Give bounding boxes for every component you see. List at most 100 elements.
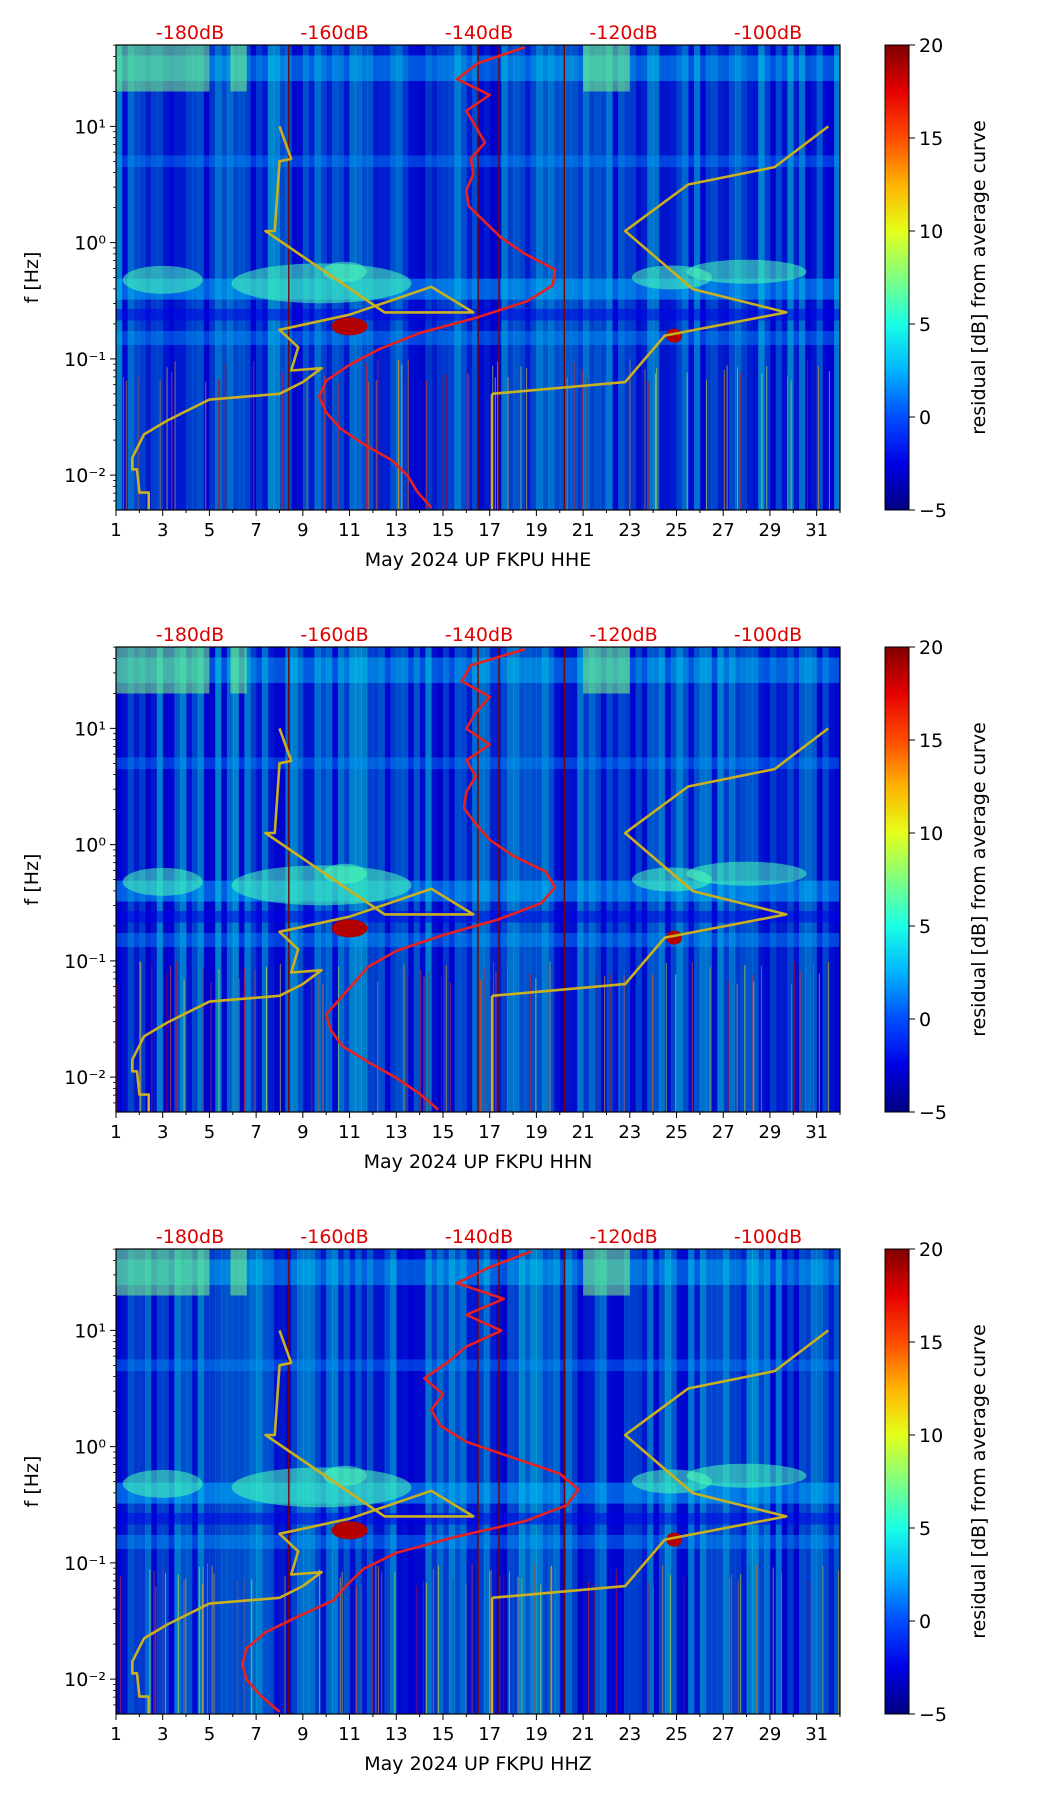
x-tick-label: 15: [432, 1724, 455, 1745]
heatmap-column: [483, 1249, 491, 1714]
x-tick-label: 13: [385, 520, 408, 541]
heatmap-column: [583, 45, 590, 510]
heatmap-column: [606, 647, 613, 1112]
top-db-tick-label: -160dB: [300, 624, 368, 646]
heatmap-column: [542, 1249, 549, 1714]
x-tick-label: 7: [250, 520, 261, 541]
heatmap-column: [513, 45, 520, 510]
top-db-tick-label: -180dB: [156, 1226, 224, 1248]
low-noise-model-line: [131, 125, 475, 510]
heatmap-column: [226, 45, 234, 510]
heatmap-column: [472, 647, 479, 1112]
heatmap-column: [600, 647, 607, 1112]
y-axis-label: f [Hz]: [21, 252, 43, 304]
heatmap-column: [472, 1249, 479, 1714]
heatmap-column: [577, 45, 584, 510]
y-axis-label: f [Hz]: [21, 1456, 43, 1508]
heatmap-column: [612, 1249, 619, 1714]
heatmap-column: [215, 45, 222, 510]
heatmap-column: [804, 45, 812, 510]
x-tick-label: 3: [157, 1122, 168, 1143]
colorbar-tick-label: 0: [919, 1611, 931, 1633]
y-tick-label: 10¹: [74, 718, 106, 740]
heatmap-column: [209, 1249, 216, 1714]
y-tick-label: 10⁻¹: [64, 349, 106, 371]
x-tick-label: 5: [204, 1724, 215, 1745]
heatmap-column: [466, 647, 473, 1112]
heatmap-column: [407, 647, 415, 1112]
heatmap-column: [571, 647, 578, 1112]
y-tick-label: 10⁻²: [64, 465, 106, 487]
heatmap-column: [542, 45, 549, 510]
heatmap-column: [816, 647, 823, 1112]
x-tick-label: 5: [204, 1122, 215, 1143]
x-axis-label: May 2024 UP FKPU HHZ: [364, 1753, 592, 1775]
heatmap-column: [623, 1249, 631, 1714]
heatmap-column: [203, 647, 210, 1112]
heatmap-column: [588, 1249, 596, 1714]
heatmap-hotspot: [122, 1469, 203, 1498]
heatmap-column: [594, 647, 602, 1112]
y-tick-label: 10⁻²: [64, 1669, 106, 1691]
heatmap-column: [454, 1249, 461, 1714]
heatmap-column: [425, 45, 432, 510]
heatmap-column: [454, 45, 461, 510]
heatmap-hotspot: [583, 647, 630, 694]
x-tick-label: 29: [758, 1122, 781, 1143]
heatmap-column: [472, 45, 479, 510]
heatmap-column: [221, 1249, 228, 1714]
heatmap-column: [536, 1249, 543, 1714]
heatmap: [116, 1249, 840, 1714]
top-db-tick-label: -180dB: [156, 22, 224, 44]
heatmap-column: [822, 647, 829, 1112]
low-noise-model-line: [131, 727, 475, 1112]
colorbar-tick-label: 15: [919, 128, 943, 150]
heatmap-column: [600, 1249, 607, 1714]
heatmap-column: [618, 1249, 625, 1714]
heatmap-hotspot: [583, 1249, 630, 1296]
low-noise-model-line: [131, 1329, 475, 1714]
heatmap-column: [478, 45, 485, 510]
heatmap-column: [553, 647, 561, 1112]
heatmap-column: [594, 45, 602, 510]
heatmap-column: [501, 1249, 508, 1714]
top-db-tick-label: -160dB: [300, 1226, 368, 1248]
top-db-tick-label: -160dB: [300, 22, 368, 44]
heatmap-column: [501, 45, 508, 510]
y-tick-label: 10¹: [74, 116, 106, 138]
heatmap-column: [553, 45, 561, 510]
heatmap-column: [518, 647, 526, 1112]
high-noise-model-line: [491, 1329, 830, 1600]
heatmap-column: [431, 1249, 438, 1714]
x-tick-label: 21: [572, 520, 595, 541]
heatmap-column: [536, 45, 543, 510]
heatmap-column: [583, 647, 590, 1112]
heatmap-column: [822, 45, 829, 510]
heatmap-column: [425, 1249, 432, 1714]
colorbar-tick-label: 0: [919, 407, 931, 429]
heatmap-peak: [331, 317, 368, 336]
colorbar-label: residual [dB] from average curve: [968, 1324, 990, 1639]
heatmap-column: [822, 1249, 829, 1714]
x-tick-label: 29: [758, 520, 781, 541]
heatmap-column: [209, 647, 216, 1112]
x-tick-label: 1: [110, 1724, 121, 1745]
top-db-tick-label: -100dB: [734, 22, 802, 44]
y-tick-label: 10⁻²: [64, 1067, 106, 1089]
heatmap-column: [810, 647, 818, 1112]
heatmap-column: [612, 647, 619, 1112]
x-tick-label: 17: [478, 1724, 501, 1745]
heatmap-column: [507, 1249, 514, 1714]
colorbar-tick-label: −5: [919, 500, 947, 522]
colorbar-tick-label: 5: [919, 916, 931, 938]
heatmap-column: [209, 45, 216, 510]
heatmap-column: [577, 647, 584, 1112]
top-db-tick-label: -140dB: [445, 624, 513, 646]
heatmap-column: [513, 647, 520, 1112]
x-tick-label: 27: [712, 1122, 735, 1143]
heatmap-column: [221, 647, 228, 1112]
heatmap-column: [828, 1249, 835, 1714]
x-tick-label: 21: [572, 1122, 595, 1143]
y-tick-label: 10⁰: [74, 233, 106, 255]
